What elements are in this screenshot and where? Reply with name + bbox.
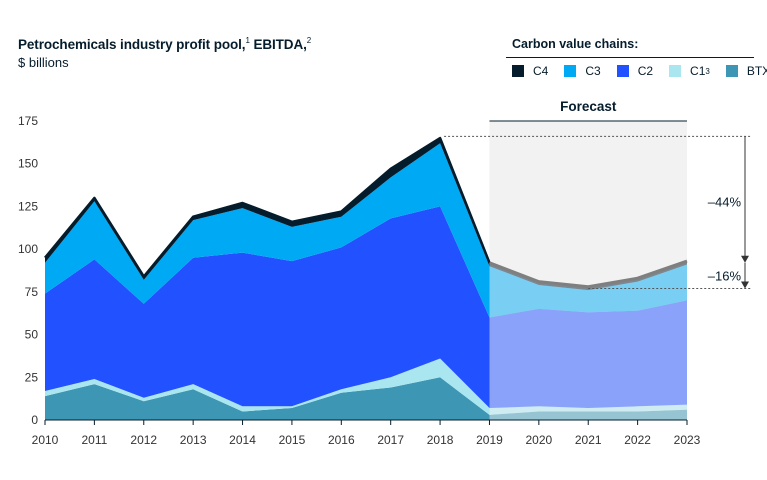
- legend-item-c4: C4: [512, 64, 548, 78]
- legend-label-c2: C2: [637, 64, 654, 78]
- area-c2-forecast: [489, 300, 687, 408]
- legend-title: Carbon value chains:: [512, 37, 639, 51]
- legend-swatch-c3: [564, 65, 577, 77]
- legend-swatch-btx: [725, 65, 738, 77]
- legend-footnote-c1: 3: [705, 66, 710, 76]
- y-tick-label-25: 25: [25, 370, 39, 384]
- x-tick-label-2022: 2022: [624, 433, 651, 447]
- y-tick-label-175: 175: [18, 114, 38, 128]
- x-tick-label-2010: 2010: [32, 433, 59, 447]
- area-btx-forecast: [489, 409, 687, 420]
- annotation-44: –44%: [708, 195, 742, 210]
- title-text: Petrochemicals industry profit pool,: [18, 37, 246, 52]
- x-tick-label-2023: 2023: [674, 433, 701, 447]
- y-tick-label-125: 125: [18, 199, 38, 213]
- chart-title: Petrochemicals industry profit pool,1 EB…: [18, 36, 311, 52]
- x-tick-label-2019: 2019: [476, 433, 503, 447]
- annotation-16: –16%: [708, 269, 742, 284]
- x-tick-label-2017: 2017: [377, 433, 404, 447]
- y-tick-label-100: 100: [18, 242, 38, 256]
- area-c2-historical: [45, 206, 490, 408]
- x-tick-label-2020: 2020: [525, 433, 552, 447]
- x-tick-label-2021: 2021: [575, 433, 602, 447]
- x-tick-label-2016: 2016: [328, 433, 355, 447]
- legend-swatch-c2: [616, 65, 629, 77]
- title-footnote-2: 2: [306, 36, 312, 45]
- x-tick-label-2011: 2011: [81, 433, 107, 447]
- legend-swatch-c1: [669, 65, 682, 77]
- y-tick-label-50: 50: [25, 328, 39, 342]
- title-footnote-1: 1: [245, 36, 250, 45]
- title-mid-text: EBITDA,: [249, 37, 307, 52]
- chart-subtitle: $ billions: [18, 55, 69, 70]
- y-tick-label-75: 75: [25, 285, 39, 299]
- area-c1-historical: [45, 358, 490, 415]
- legend-label-btx: BTX: [746, 64, 767, 78]
- total-line-historical: [44, 136, 491, 278]
- legend-item-c2: C2: [616, 64, 654, 78]
- area-c3-forecast: [489, 264, 687, 318]
- x-tick-label-2015: 2015: [279, 433, 306, 447]
- legend-item-c1: C1 3: [669, 64, 710, 78]
- legend-divider: [506, 57, 754, 58]
- y-tick-label-0: 0: [31, 413, 38, 427]
- x-tick-label-2014: 2014: [229, 433, 256, 447]
- legend-item-btx: BTX4: [725, 64, 767, 78]
- arrow-44-head: [741, 255, 749, 263]
- arrow-16-head: [741, 281, 749, 289]
- legend-label-c1: C1: [690, 64, 706, 78]
- legend-label-c3: C3: [585, 64, 601, 78]
- forecast-label: Forecast: [560, 99, 617, 114]
- legend-swatch-c4: [512, 65, 524, 77]
- legend-label-c4: C4: [533, 64, 549, 78]
- x-tick-label-2018: 2018: [427, 433, 454, 447]
- x-tick-label-2012: 2012: [130, 433, 157, 447]
- y-tick-label-150: 150: [18, 157, 38, 171]
- area-c1-forecast: [489, 404, 687, 415]
- area-c3-historical: [45, 143, 490, 318]
- legend-item-c3: C3: [564, 64, 601, 78]
- x-tick-label-2013: 2013: [180, 433, 207, 447]
- legend: C4 C3 C2 C13 BTX4: [512, 64, 767, 78]
- area-btx-historical: [45, 377, 490, 420]
- total-line-forecast: [488, 259, 688, 289]
